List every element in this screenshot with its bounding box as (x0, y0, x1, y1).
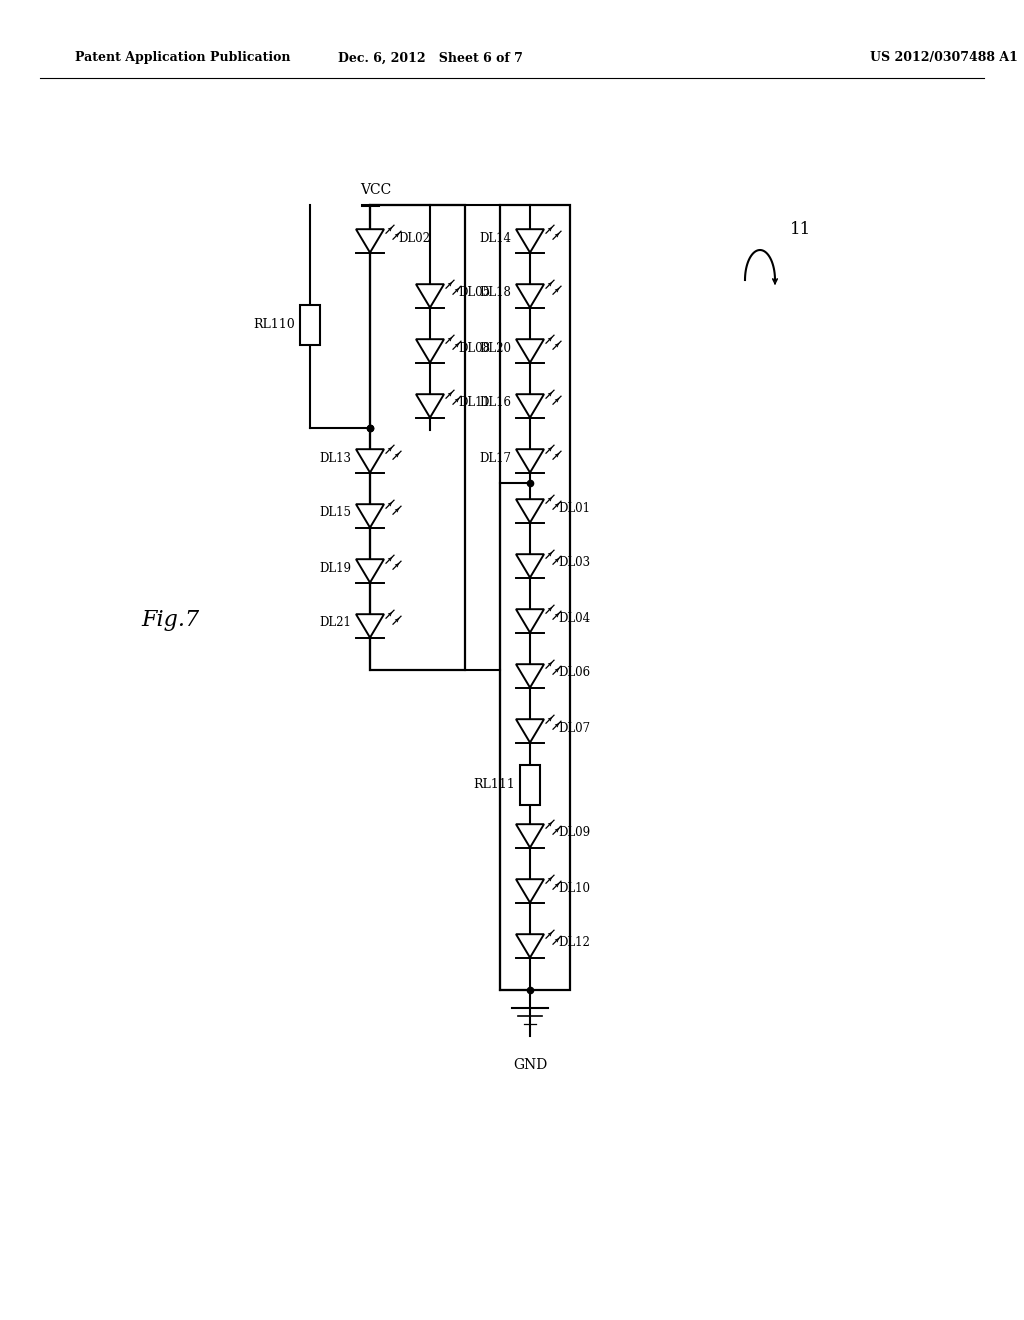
Text: DL12: DL12 (558, 936, 590, 949)
Text: DL09: DL09 (558, 826, 590, 840)
Text: DL17: DL17 (479, 451, 511, 465)
Text: DL05: DL05 (458, 286, 490, 300)
Polygon shape (416, 284, 444, 308)
Text: DL07: DL07 (558, 722, 590, 734)
Text: DL15: DL15 (319, 507, 351, 520)
Polygon shape (516, 824, 544, 847)
Bar (500, 205, 570, 990)
Bar (520, 766, 540, 805)
Polygon shape (416, 339, 444, 363)
Text: VCC: VCC (360, 183, 391, 197)
Polygon shape (516, 610, 544, 632)
Text: DL06: DL06 (558, 667, 590, 680)
Polygon shape (516, 719, 544, 743)
Polygon shape (516, 554, 544, 578)
Polygon shape (356, 504, 384, 528)
Polygon shape (516, 664, 544, 688)
Text: GND: GND (513, 1059, 547, 1072)
Polygon shape (356, 560, 384, 582)
Text: US 2012/0307488 A1: US 2012/0307488 A1 (870, 51, 1018, 65)
Bar (300, 305, 319, 345)
Polygon shape (516, 499, 544, 523)
Text: Patent Application Publication: Patent Application Publication (75, 51, 291, 65)
Text: DL10: DL10 (558, 882, 590, 895)
Polygon shape (516, 230, 544, 252)
Text: DL14: DL14 (479, 231, 511, 244)
Text: DL08: DL08 (458, 342, 490, 355)
Polygon shape (516, 284, 544, 308)
Polygon shape (516, 449, 544, 473)
Polygon shape (416, 395, 444, 417)
Text: DL04: DL04 (558, 611, 590, 624)
Text: DL18: DL18 (479, 286, 511, 300)
Polygon shape (516, 395, 544, 417)
Polygon shape (516, 339, 544, 363)
Bar (370, 205, 465, 671)
Text: DL11: DL11 (458, 396, 489, 409)
Polygon shape (516, 879, 544, 903)
Text: 11: 11 (790, 222, 811, 239)
Polygon shape (356, 449, 384, 473)
Text: RL110: RL110 (253, 318, 295, 331)
Text: DL13: DL13 (319, 451, 351, 465)
Text: DL02: DL02 (398, 231, 430, 244)
Polygon shape (356, 614, 384, 638)
Text: DL01: DL01 (558, 502, 590, 515)
Text: DL20: DL20 (479, 342, 511, 355)
Polygon shape (356, 230, 384, 252)
Text: DL03: DL03 (558, 557, 590, 569)
Text: DL19: DL19 (319, 561, 351, 574)
Text: DL16: DL16 (479, 396, 511, 409)
Text: Dec. 6, 2012   Sheet 6 of 7: Dec. 6, 2012 Sheet 6 of 7 (338, 51, 522, 65)
Polygon shape (516, 935, 544, 957)
Text: DL21: DL21 (319, 616, 351, 630)
Text: RL111: RL111 (473, 779, 515, 792)
Text: Fig.7: Fig.7 (141, 609, 199, 631)
